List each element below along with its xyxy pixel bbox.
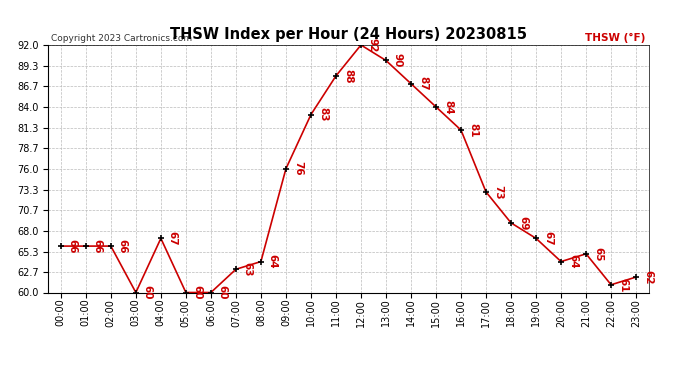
Text: 65: 65 [593, 247, 603, 261]
Title: THSW Index per Hour (24 Hours) 20230815: THSW Index per Hour (24 Hours) 20230815 [170, 27, 527, 42]
Text: 84: 84 [443, 100, 453, 114]
Text: 63: 63 [243, 262, 253, 276]
Text: 90: 90 [393, 53, 403, 68]
Text: 92: 92 [368, 38, 378, 52]
Text: 64: 64 [568, 254, 578, 269]
Text: 67: 67 [168, 231, 178, 246]
Text: 66: 66 [68, 239, 78, 254]
Text: 60: 60 [143, 285, 152, 300]
Text: 69: 69 [518, 216, 528, 230]
Text: 60: 60 [218, 285, 228, 300]
Text: 81: 81 [468, 123, 478, 137]
Text: 66: 66 [118, 239, 128, 254]
Text: 67: 67 [543, 231, 553, 246]
Text: 64: 64 [268, 254, 278, 269]
Text: 66: 66 [92, 239, 103, 254]
Text: Copyright 2023 Cartronics.com: Copyright 2023 Cartronics.com [51, 33, 193, 42]
Text: THSW (°F): THSW (°F) [585, 33, 646, 42]
Text: 60: 60 [193, 285, 203, 300]
Text: 76: 76 [293, 161, 303, 176]
Text: 61: 61 [618, 278, 628, 292]
Text: 62: 62 [643, 270, 653, 284]
Text: 73: 73 [493, 184, 503, 199]
Text: 87: 87 [418, 76, 428, 91]
Text: 83: 83 [318, 107, 328, 122]
Text: 88: 88 [343, 69, 353, 83]
